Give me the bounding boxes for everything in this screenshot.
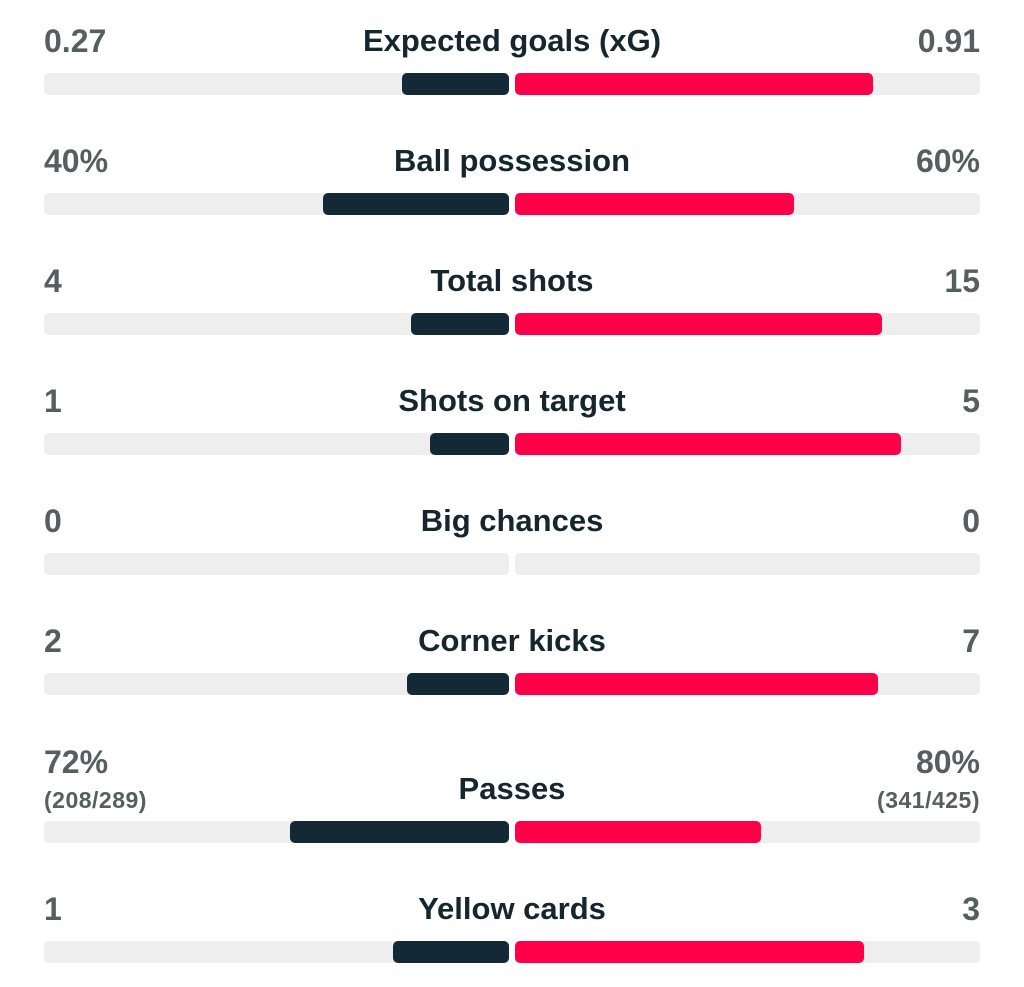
stat-row-total-shots: 4 Total shots 15 <box>44 240 980 360</box>
home-bar-fill <box>323 193 509 215</box>
away-value: 60% <box>915 143 980 179</box>
away-value-detail: (341/425) <box>877 787 980 813</box>
home-bar-track <box>44 193 509 215</box>
away-value: 3 <box>962 891 980 927</box>
home-value: 2 <box>44 623 62 659</box>
away-bar-track <box>515 673 980 695</box>
home-value: 1 <box>44 891 62 927</box>
stat-label: Expected goals (xG) <box>362 23 662 58</box>
home-bar-fill <box>406 673 509 695</box>
away-value: 15 <box>944 263 980 299</box>
home-bar-track <box>44 73 509 95</box>
home-value: 0.27 <box>44 23 107 59</box>
home-bar-track <box>44 941 509 963</box>
away-bar-track <box>515 313 980 335</box>
away-bar-fill <box>515 313 883 335</box>
home-value: 4 <box>44 263 62 299</box>
away-value: 7 <box>962 623 980 659</box>
home-value-detail: (208/289) <box>44 787 147 813</box>
home-bar-fill <box>402 73 509 95</box>
stat-label: Big chances <box>420 503 604 538</box>
home-bar-track <box>44 433 509 455</box>
away-bar-fill <box>515 673 878 695</box>
away-value: 5 <box>962 383 980 419</box>
home-bar-track <box>44 673 509 695</box>
away-bar-track <box>515 821 980 843</box>
stat-label: Shots on target <box>398 383 626 418</box>
away-bar-fill <box>515 941 864 963</box>
stat-row-expected-goals: 0.27 Expected goals (xG) 0.91 <box>44 0 980 120</box>
away-bar-fill <box>515 73 874 95</box>
away-bar-track <box>515 433 980 455</box>
away-value: 80% <box>915 744 980 780</box>
stat-label: Passes <box>458 771 566 806</box>
stat-row-ball-possession: 40% Ball possession 60% <box>44 120 980 240</box>
home-bar-fill <box>392 941 509 963</box>
away-value: 0.91 <box>917 23 980 59</box>
stat-row-passes: 72% (208/289) Passes 80% (341/425) <box>44 720 980 868</box>
home-bar-fill <box>411 313 509 335</box>
home-bar-fill <box>429 433 509 455</box>
stat-row-shots-on-target: 1 Shots on target 5 <box>44 360 980 480</box>
home-value: 1 <box>44 383 62 419</box>
away-bar-track <box>515 73 980 95</box>
home-bar-fill <box>290 821 509 843</box>
home-value: 40% <box>44 143 109 179</box>
away-bar-fill <box>515 433 901 455</box>
home-bar-track <box>44 313 509 335</box>
away-bar-track <box>515 553 980 575</box>
stat-label: Ball possession <box>393 143 631 178</box>
away-bar-track <box>515 193 980 215</box>
stat-label: Total shots <box>430 263 594 298</box>
home-bar-track <box>44 821 509 843</box>
away-bar-fill <box>515 193 794 215</box>
stat-label: Corner kicks <box>418 623 606 658</box>
stat-row-corner-kicks: 2 Corner kicks 7 <box>44 600 980 720</box>
home-value: 72% <box>44 744 109 780</box>
away-bar-track <box>515 941 980 963</box>
stat-row-yellow-cards: 1 Yellow cards 3 <box>44 868 980 987</box>
home-bar-track <box>44 553 509 575</box>
stat-row-big-chances: 0 Big chances 0 <box>44 480 980 600</box>
away-bar-fill <box>515 821 762 843</box>
away-value: 0 <box>962 503 980 539</box>
stat-label: Yellow cards <box>418 891 606 926</box>
home-value: 0 <box>44 503 62 539</box>
